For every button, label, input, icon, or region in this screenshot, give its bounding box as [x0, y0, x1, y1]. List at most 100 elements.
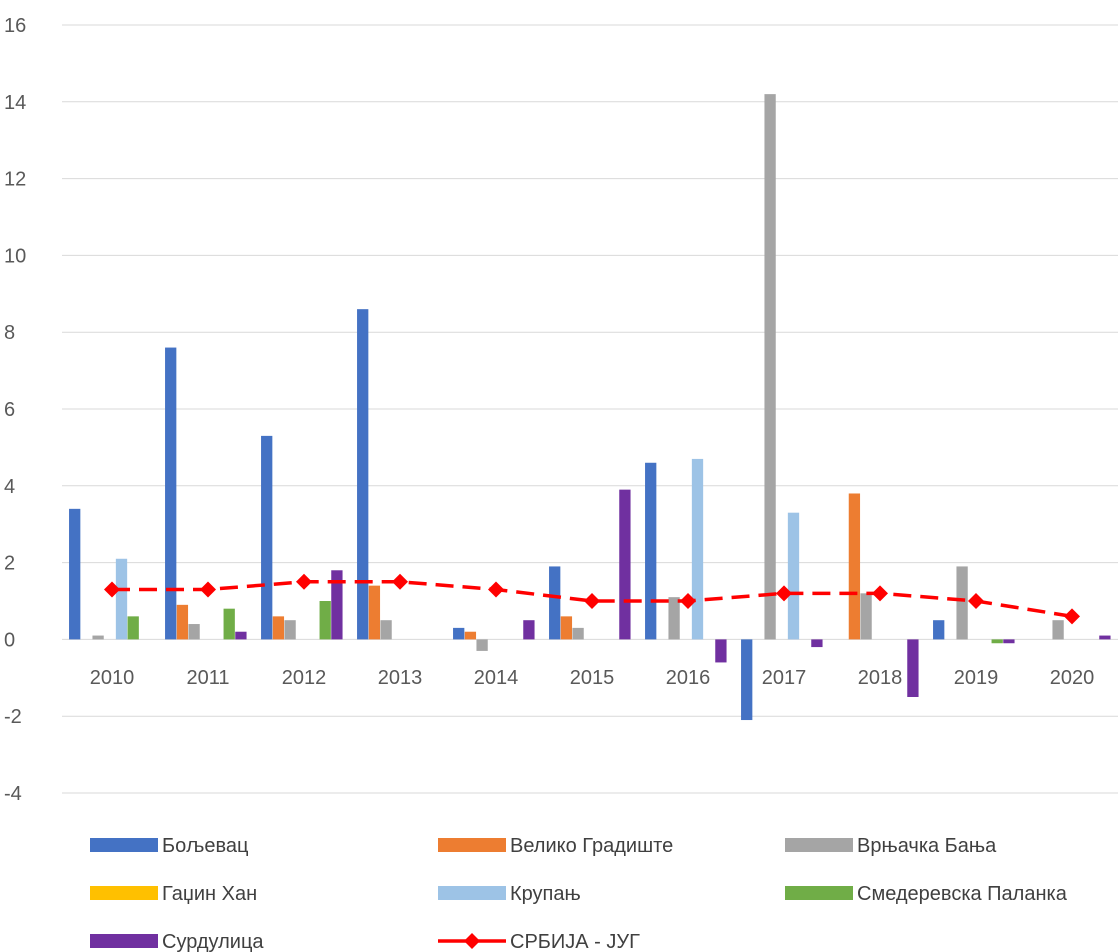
bar-врњачка-бања-2010: [92, 635, 104, 640]
bar-велико-градиште-2013: [368, 585, 381, 640]
legend-item-крупањ: Крупањ: [438, 883, 581, 905]
bar-врњачка-бања-2014: [476, 639, 488, 651]
bar-бољевац-2014: [453, 627, 465, 640]
y-axis-labels: -4 -2 0 2 4 6 8 10 12 14 16: [4, 15, 26, 805]
y-tick-label: -2: [4, 706, 22, 728]
bar-велико-градиште-2018: [848, 493, 861, 640]
legend-label: Сурдулица: [162, 931, 264, 952]
y-tick-label: 4: [4, 476, 15, 498]
legend-diamond-marker: [464, 933, 480, 949]
line-series: [104, 573, 1080, 625]
bar-врњачка-бања-2011: [188, 624, 200, 640]
x-tick-label: 2010: [90, 667, 135, 689]
legend: Бољевац Велико Градиште Врњачка Бања Гаџин …: [90, 835, 1068, 952]
bar-бољевац-2010: [69, 508, 81, 640]
bar-велико-градиште-2012: [272, 616, 285, 640]
x-tick-label: 2011: [186, 667, 229, 689]
line-point-2020: [1064, 608, 1080, 625]
bar-врњачка-бања-2013: [380, 620, 392, 640]
legend-swatch: [438, 886, 506, 900]
bar-сурдулица-2012: [331, 570, 343, 640]
legend-item-велико-градиште: Велико Градиште: [438, 835, 673, 857]
bar-сурдулица-2018: [907, 639, 919, 697]
bar-сурдулица-2015: [619, 489, 631, 640]
x-axis-labels: 2010 2011 2012 2013 2014 2015 2016 2017 2018 2019…: [90, 667, 1095, 689]
bar-бољевац-2012: [261, 435, 273, 640]
legend-label: Крупањ: [510, 883, 581, 905]
bar-врњачка-бања-2020: [1052, 620, 1064, 640]
bar-крупањ-2016: [691, 458, 704, 640]
bar-смедеревска-паланка-2011: [223, 608, 235, 640]
legend-swatch: [438, 838, 506, 852]
y-tick-label: 12: [4, 169, 26, 191]
bar-бољевац-2013: [357, 309, 369, 640]
legend-swatch: [90, 886, 158, 900]
legend-item-сурдулица: Сурдулица: [90, 931, 264, 952]
bar-смедеревска-паланка-2010: [127, 616, 139, 640]
legend-swatch: [785, 838, 853, 852]
bar-сурдулица-2014: [523, 620, 535, 640]
bar-бољевац-2019: [933, 620, 945, 640]
bar-велико-градиште-2011: [176, 604, 189, 640]
x-tick-label: 2014: [474, 667, 519, 689]
x-tick-label: 2017: [762, 667, 807, 689]
legend-label: Велико Градиште: [510, 835, 673, 857]
legend-label: Врњачка Бања: [857, 835, 997, 857]
bar-велико-градиште-2014: [464, 631, 477, 640]
legend-item-смедеревска-паланка: Смедеревска Паланка: [785, 883, 1068, 905]
line-point-2019: [968, 593, 984, 609]
bar-сурдулица-2011: [235, 631, 247, 640]
bar-сурдулица-2017: [811, 639, 823, 648]
bars: [69, 94, 1111, 721]
y-tick-label: 6: [4, 399, 15, 421]
gridlines: [62, 24, 1118, 794]
bar-сурдулица-2020: [1099, 635, 1111, 640]
bar-бољевац-2016: [645, 462, 657, 640]
y-tick-label: 14: [4, 92, 26, 114]
bar-сурдулица-2016: [715, 639, 727, 663]
legend-label: Бољевац: [162, 835, 248, 857]
x-tick-label: 2019: [954, 667, 999, 689]
legend-swatch: [90, 934, 158, 948]
legend-label: СРБИЈА - ЈУГ: [510, 931, 640, 952]
line-point-2017: [776, 585, 792, 602]
bar-велико-градиште-2015: [560, 616, 573, 640]
bar-крупањ-2010: [115, 558, 128, 640]
legend-swatch: [785, 886, 853, 900]
x-tick-label: 2013: [378, 667, 423, 689]
x-tick-label: 2012: [282, 667, 327, 689]
legend-label: Смедеревска Паланка: [857, 883, 1068, 905]
bar-крупањ-2017: [787, 512, 800, 640]
x-tick-label: 2015: [570, 667, 615, 689]
x-tick-label: 2018: [858, 667, 903, 689]
line-point-2014: [488, 581, 504, 598]
bar-смедеревска-паланка-2012: [319, 601, 331, 640]
legend-item-србија-југ: СРБИЈА - ЈУГ: [438, 931, 640, 952]
line-point-2016: [680, 593, 696, 609]
bar-врњачка-бања-2017: [764, 94, 776, 640]
y-tick-label: 0: [4, 629, 15, 651]
line-point-2012: [296, 573, 312, 590]
bar-сурдулица-2019: [1003, 639, 1015, 644]
bar-врњачка-бања-2016: [668, 597, 680, 640]
line-point-2015: [584, 593, 600, 609]
y-tick-label: 8: [4, 322, 15, 344]
legend-item-гаџин-хан: Гаџин Хан: [90, 883, 257, 905]
legend-item-врњачка-бања: Врњачка Бања: [785, 835, 997, 857]
legend-swatch: [90, 838, 158, 852]
bar-врњачка-бања-2019: [956, 566, 968, 640]
y-tick-label: -4: [4, 783, 22, 805]
line-point-2018: [872, 585, 888, 602]
line-point-2013: [392, 573, 408, 590]
line-point-2010: [104, 581, 120, 598]
x-tick-label: 2016: [666, 667, 711, 689]
line-point-2011: [200, 581, 216, 598]
bar-бољевац-2011: [165, 347, 177, 640]
legend-item-бољевац: Бољевац: [90, 835, 248, 857]
y-tick-label: 16: [4, 15, 26, 37]
y-tick-label: 10: [4, 245, 26, 267]
bar-бољевац-2017: [741, 639, 753, 721]
bar-бољевац-2015: [549, 566, 561, 640]
